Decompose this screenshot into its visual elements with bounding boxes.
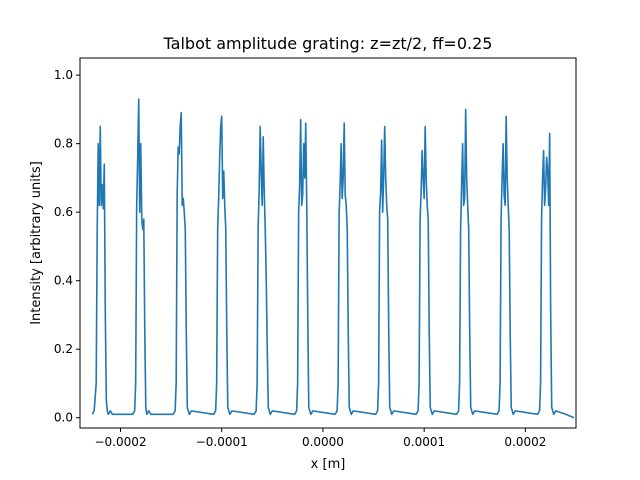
- y-tick-label: 0.4: [54, 274, 73, 288]
- y-axis-ticks: 0.0 0.2 0.4 0.6 0.8 1.0: [54, 68, 80, 425]
- x-tick-label: 0.0002: [504, 435, 546, 449]
- x-tick-label: −0.0002: [94, 435, 146, 449]
- x-tick-label: −0.0001: [196, 435, 248, 449]
- y-tick-label: 0.8: [54, 137, 73, 151]
- chart-title: Talbot amplitude grating: z=zt/2, ff=0.2…: [163, 34, 493, 53]
- y-tick-label: 0.0: [54, 411, 73, 425]
- x-tick-label: 0.0001: [403, 435, 445, 449]
- x-tick-label: 0.0000: [302, 435, 344, 449]
- y-axis-label: Intensity [arbitrary units]: [29, 161, 44, 325]
- y-tick-label: 1.0: [54, 68, 73, 82]
- y-tick-label: 0.6: [54, 205, 73, 219]
- x-axis-ticks: −0.0002 −0.0001 0.0000 0.0001 0.0002: [94, 428, 546, 449]
- data-line: [91, 98, 575, 419]
- plot-area: [79, 57, 577, 429]
- y-tick-label: 0.2: [54, 342, 73, 356]
- x-axis-label: x [m]: [311, 457, 346, 472]
- axes-frame: [79, 57, 577, 429]
